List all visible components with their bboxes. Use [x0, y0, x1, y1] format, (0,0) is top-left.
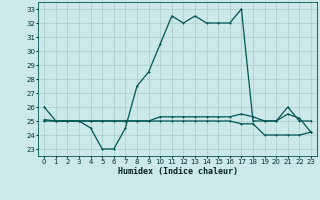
X-axis label: Humidex (Indice chaleur): Humidex (Indice chaleur)	[118, 167, 238, 176]
